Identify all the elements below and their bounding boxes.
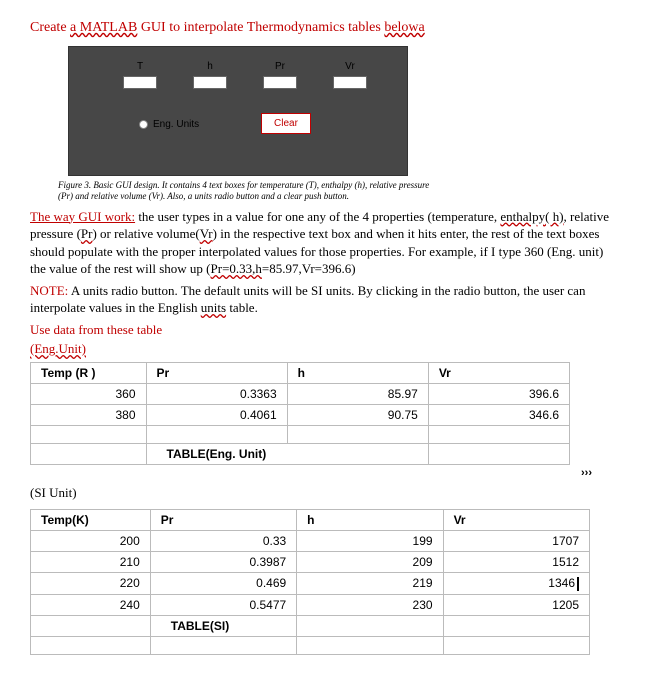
eng-r0c0: 360 (31, 383, 147, 404)
note-para: NOTE: A units radio button. The default … (30, 282, 622, 317)
radio-circle-icon (139, 120, 148, 129)
gui-col-vr: Vr (333, 61, 367, 89)
si-r0c2: 199 (297, 530, 443, 551)
radio-label: Eng. Units (153, 119, 199, 130)
clear-button[interactable]: Clear (261, 113, 311, 134)
title-p1: Create (30, 20, 70, 35)
figure-caption: Figure 3. Basic GUI design. It contains … (58, 180, 438, 202)
si-r2c3: 1346 (443, 572, 589, 594)
table-row: 360 0.3363 85.97 396.6 (31, 383, 570, 404)
eng-r1c1: 0.4061 (146, 404, 287, 425)
si-r3c1: 0.5477 (150, 594, 296, 615)
eng-header-row: Temp (R ) Pr h Vr (31, 362, 570, 383)
si-table: Temp(K) Pr h Vr 200 0.33 199 1707 210 0.… (30, 509, 590, 655)
input-vr[interactable] (333, 76, 367, 89)
si-table-caption: TABLE(SI) (150, 615, 296, 636)
table-row: 380 0.4061 90.75 346.6 (31, 404, 570, 425)
note-body1: A units radio button. The default units … (30, 283, 585, 316)
si-r0c0: 200 (31, 530, 151, 551)
how-pr: Pr (81, 226, 93, 241)
note-lead: NOTE: (30, 283, 68, 298)
how-works-para: The way GUI work: the user types in a va… (30, 208, 622, 278)
si-r1c2: 209 (297, 551, 443, 572)
eng-r0c1: 0.3363 (146, 383, 287, 404)
note-units: units (201, 300, 226, 315)
si-r1c0: 210 (31, 551, 151, 572)
si-r2c0: 220 (31, 572, 151, 594)
si-r0c3: 1707 (443, 530, 589, 551)
eng-h3: Vr (428, 362, 569, 383)
table-row: 240 0.5477 230 1205 (31, 594, 590, 615)
eng-r0c2: 85.97 (287, 383, 428, 404)
note-body2: table. (226, 300, 258, 315)
input-h[interactable] (193, 76, 227, 89)
eng-r1c3: 346.6 (428, 404, 569, 425)
gui-panel: T h Pr Vr Eng. Units Clear (68, 46, 408, 176)
si-table-wrap: Temp(K) Pr h Vr 200 0.33 199 1707 210 0.… (30, 509, 622, 655)
si-header-row: Temp(K) Pr h Vr (31, 509, 590, 530)
title-p4: belowa (384, 20, 424, 35)
title-p3: GUI to interpolate Thermodynamics tables (137, 20, 384, 35)
how-body1: the user types in a value for one any of… (135, 209, 500, 224)
input-pr[interactable] (263, 76, 297, 89)
table-row: 220 0.469 219 1346 (31, 572, 590, 594)
eng-table: Temp (R ) Pr h Vr 360 0.3363 85.97 396.6… (30, 362, 570, 465)
title-p2: a MATLAB (70, 20, 137, 35)
eng-h2: h (287, 362, 428, 383)
how-prval: Pr=0.33,h (211, 261, 262, 276)
si-r2c1: 0.469 (150, 572, 296, 594)
chevrons-icon: ››› (30, 467, 622, 479)
gui-label-pr: Pr (263, 61, 297, 72)
si-r2c2: 219 (297, 572, 443, 594)
eng-r1c0: 380 (31, 404, 147, 425)
eng-unit-text: (Eng.Unit) (30, 341, 86, 356)
eng-table-wrap: Temp (R ) Pr h Vr 360 0.3363 85.97 396.6… (30, 362, 622, 465)
how-vr: Vr (200, 226, 213, 241)
eng-h0: Temp (R ) (31, 362, 147, 383)
gui-col-pr: Pr (263, 61, 297, 89)
how-enth: enthalpy( h) (500, 209, 563, 224)
gui-label-h: h (193, 61, 227, 72)
page-title: Create a MATLAB GUI to interpolate Therm… (30, 20, 622, 36)
eng-blank-row (31, 425, 570, 443)
gui-col-h: h (193, 61, 227, 89)
eng-r0c3: 396.6 (428, 383, 569, 404)
eng-h1: Pr (146, 362, 287, 383)
si-unit-label: (SI Unit) (30, 485, 622, 501)
text-cursor-icon (577, 577, 579, 591)
si-h2: h (297, 509, 443, 530)
gui-input-row: T h Pr Vr (123, 61, 367, 89)
si-r3c0: 240 (31, 594, 151, 615)
table-row: 210 0.3987 209 1512 (31, 551, 590, 572)
gui-col-t: T (123, 61, 157, 89)
si-r3c3: 1205 (443, 594, 589, 615)
eng-r1c2: 90.75 (287, 404, 428, 425)
si-h0: Temp(K) (31, 509, 151, 530)
si-r3c2: 230 (297, 594, 443, 615)
si-r1c3: 1512 (443, 551, 589, 572)
radio-eng-units[interactable]: Eng. Units (139, 119, 199, 130)
how-works-lead: The way GUI work: (30, 209, 135, 224)
si-h1: Pr (150, 509, 296, 530)
eng-caption-row: TABLE(Eng. Unit) (31, 443, 570, 464)
use-data-label: Use data from these table (30, 321, 622, 339)
input-t[interactable] (123, 76, 157, 89)
how-body3: ) or relative volume( (92, 226, 199, 241)
eng-table-caption: TABLE(Eng. Unit) (146, 443, 428, 464)
gui-label-t: T (123, 61, 157, 72)
how-body5: =85.97,Vr=396.6) (262, 261, 356, 276)
si-caption-row: TABLE(SI) (31, 615, 590, 636)
si-r0c1: 0.33 (150, 530, 296, 551)
table-row: 200 0.33 199 1707 (31, 530, 590, 551)
gui-label-vr: Vr (333, 61, 367, 72)
si-r1c1: 0.3987 (150, 551, 296, 572)
si-blank-row (31, 636, 590, 654)
si-h3: Vr (443, 509, 589, 530)
eng-unit-label: (Eng.Unit) (30, 340, 622, 358)
